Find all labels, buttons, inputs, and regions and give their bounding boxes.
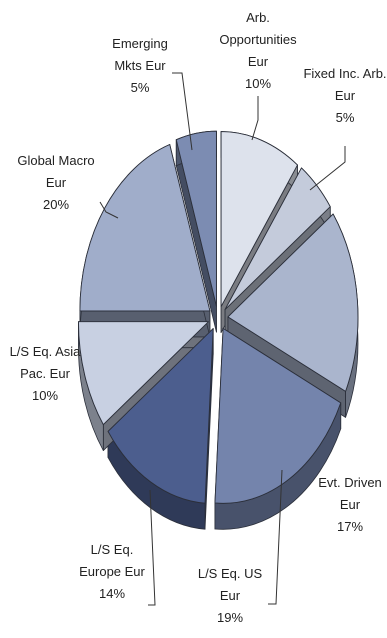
slice-value-7: 5% [131, 80, 150, 95]
slice-value-4: 14% [99, 586, 125, 601]
slice-label-5: L/S Eq. Asia Pac. Eur 10% [10, 344, 82, 403]
slice-label-6: Global Macro Eur 20% [17, 153, 94, 212]
slice-label-1: Fixed Inc. Arb. Eur 5% [303, 66, 386, 125]
pie-slice-4 [107, 328, 214, 504]
slice-labels: Arb. Opportunities Eur 10% Fixed Inc. Arb. Eu… [10, 10, 387, 625]
slice-label-4: L/S Eq. Europe Eur 14% [79, 542, 145, 601]
slice-label-0: Arb. Opportunities Eur 10% [219, 10, 297, 91]
slice-label-3-line-0: L/S Eq. US [198, 566, 263, 581]
pie-slice-0 [220, 131, 298, 308]
slice-label-0-line-0: Arb. [246, 10, 270, 25]
leader-line-3 [268, 469, 283, 605]
pie-slices [78, 130, 359, 504]
slice-label-1-line-0: Fixed Inc. Arb. [303, 66, 386, 81]
slice-label-7-line-1: Mkts Eur [114, 58, 166, 73]
slice-label-4-line-0: L/S Eq. [91, 542, 134, 557]
leader-line-6 [99, 201, 119, 219]
leader-line-0 [251, 96, 259, 141]
pie-slice-1 [224, 167, 331, 310]
leader-line-4 [148, 489, 156, 606]
pie-slice-3 [214, 327, 342, 504]
slice-label-3-line-1: Eur [220, 588, 241, 603]
slice-label-1-line-1: Eur [335, 88, 356, 103]
slice-label-2: Evt. Driven Eur 17% [318, 475, 382, 534]
pie-slice-5 [78, 321, 209, 426]
slice-value-2: 17% [337, 519, 363, 534]
slice-label-7-line-0: Emerging [112, 36, 168, 51]
slice-label-0-line-1: Opportunities [219, 32, 297, 47]
slice-label-7: Emerging Mkts Eur 5% [112, 36, 168, 95]
pie-slice-7 [175, 130, 217, 307]
leader-lines [99, 72, 346, 606]
slice-value-0: 10% [245, 76, 271, 91]
slice-label-2-line-0: Evt. Driven [318, 475, 382, 490]
pie-slice-6 [79, 144, 211, 312]
pie-slice-2 [227, 213, 359, 392]
slice-value-5: 10% [32, 388, 58, 403]
leader-line-7 [172, 72, 193, 151]
slice-value-3: 19% [217, 610, 243, 625]
leader-line-1 [309, 146, 346, 191]
slice-label-3: L/S Eq. US Eur 19% [198, 566, 263, 625]
slice-label-4-line-1: Europe Eur [79, 564, 145, 579]
slice-label-5-line-0: L/S Eq. Asia [10, 344, 82, 359]
slice-value-1: 5% [336, 110, 355, 125]
slice-label-2-line-1: Eur [340, 497, 361, 512]
slice-label-6-line-1: Eur [46, 175, 67, 190]
slice-label-0-line-2: Eur [248, 54, 269, 69]
slice-label-6-line-0: Global Macro [17, 153, 94, 168]
slice-value-6: 20% [43, 197, 69, 212]
slice-label-5-line-1: Pac. Eur [20, 366, 71, 381]
